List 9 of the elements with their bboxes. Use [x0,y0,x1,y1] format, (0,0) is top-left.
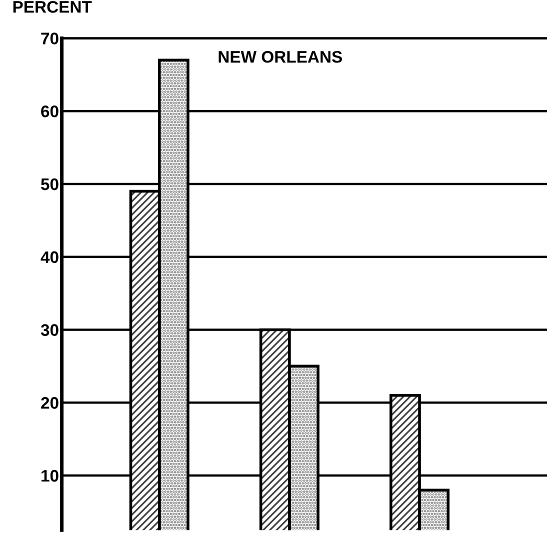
y-axis-title: PERCENT [13,0,92,13]
y-tick-label: 50 [41,178,58,190]
text: NEW ORLEANS [218,50,342,63]
y-tick-label: 30 [40,324,58,336]
y-tick-label: 70 [41,32,58,44]
y-tick-label: 60 [41,106,58,118]
y-tick-label: 40 [40,251,58,264]
y-tick-label: 10 [42,470,58,482]
y-tick-label: 20 [41,397,58,409]
